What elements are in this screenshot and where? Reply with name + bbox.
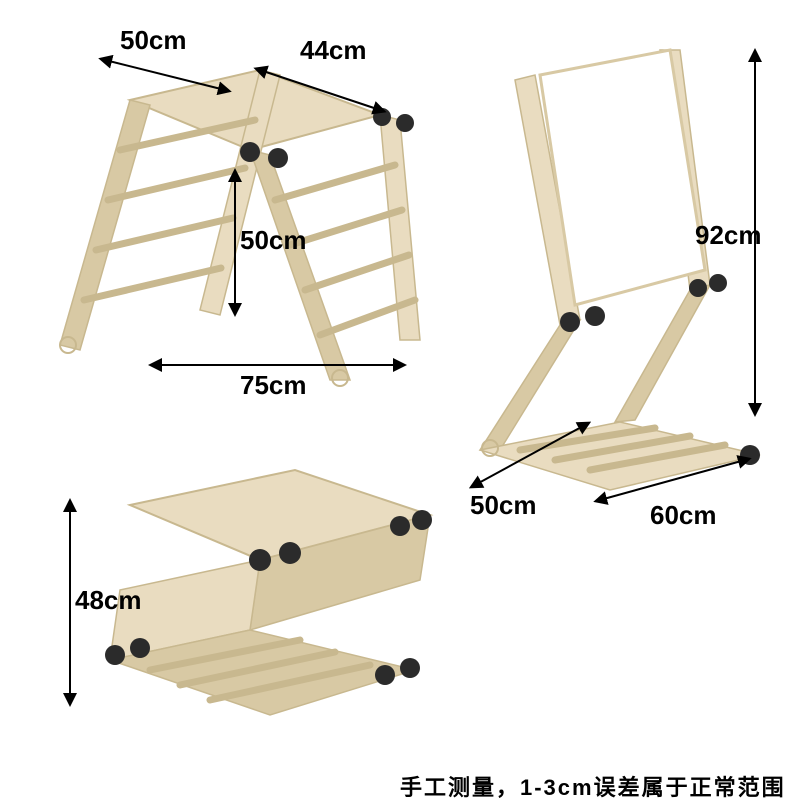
infographic-stage: 50cm 44cm 50cm 75cm 92cm 50cm 60cm 48cm … — [0, 0, 800, 800]
footnote-measurement-note: 手工测量，1-3cm误差属于正常范围 — [400, 770, 786, 800]
product-easel — [460, 50, 780, 510]
label-climber-top-depth: 44cm — [300, 35, 367, 66]
label-climber-inner-height: 50cm — [240, 225, 307, 256]
climber-leg-left-front — [60, 100, 150, 350]
easel-svg — [460, 50, 780, 510]
label-climber-top-width: 50cm — [120, 25, 187, 56]
label-folded-height: 48cm — [75, 585, 142, 616]
label-climber-base-width: 75cm — [240, 370, 307, 401]
easel-fold-rail-a — [480, 320, 580, 450]
label-easel-depth: 50cm — [470, 490, 537, 521]
label-easel-width: 60cm — [650, 500, 717, 531]
easel-fold-rail-b — [615, 285, 710, 422]
label-easel-height: 92cm — [695, 220, 762, 251]
